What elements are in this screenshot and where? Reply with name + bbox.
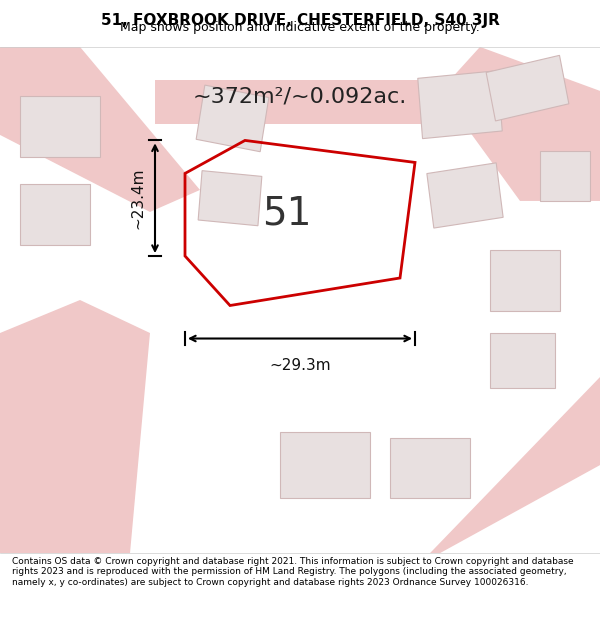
Text: 51, FOXBROOK DRIVE, CHESTERFIELD, S40 3JR: 51, FOXBROOK DRIVE, CHESTERFIELD, S40 3J…: [101, 13, 499, 28]
Bar: [427, 163, 503, 228]
Polygon shape: [380, 377, 600, 553]
Bar: [540, 151, 590, 201]
Text: Map shows position and indicative extent of the property.: Map shows position and indicative extent…: [120, 21, 480, 34]
Text: ~29.3m: ~29.3m: [269, 358, 331, 373]
Polygon shape: [0, 300, 150, 553]
Bar: [486, 56, 569, 121]
Text: Contains OS data © Crown copyright and database right 2021. This information is : Contains OS data © Crown copyright and d…: [12, 557, 574, 586]
Polygon shape: [440, 47, 600, 201]
Bar: [196, 85, 269, 152]
Text: ~372m²/~0.092ac.: ~372m²/~0.092ac.: [193, 86, 407, 106]
Polygon shape: [0, 47, 200, 212]
Bar: [20, 184, 90, 245]
Bar: [490, 251, 560, 311]
Bar: [418, 71, 502, 139]
Text: ~23.4m: ~23.4m: [130, 168, 145, 229]
Bar: [280, 432, 370, 498]
Bar: [20, 96, 100, 157]
Text: 51: 51: [262, 195, 311, 232]
Polygon shape: [155, 80, 430, 124]
Bar: [198, 171, 262, 226]
Bar: [490, 333, 555, 388]
Bar: [390, 438, 470, 498]
